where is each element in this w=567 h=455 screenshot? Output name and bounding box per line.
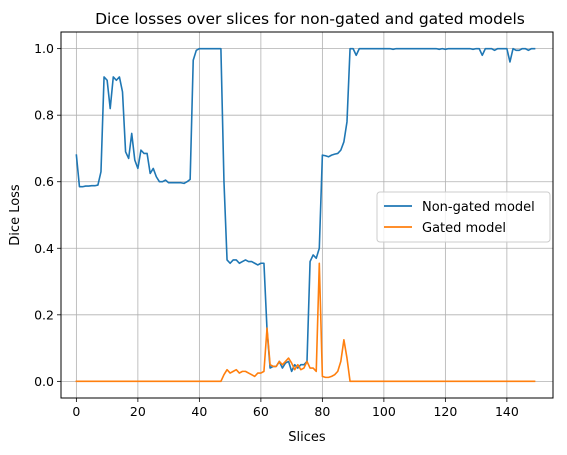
x-tick-label: 20 bbox=[130, 404, 146, 419]
x-tick-label: 120 bbox=[433, 404, 457, 419]
y-axis-label: Dice Loss bbox=[8, 184, 23, 246]
legend: Non-gated model Gated model bbox=[376, 191, 551, 243]
series-lines bbox=[75, 47, 536, 383]
x-tick-label: 0 bbox=[72, 404, 80, 419]
x-tick-label: 60 bbox=[253, 404, 269, 419]
y-tick-label: 0.6 bbox=[34, 174, 54, 189]
x-tick-label: 40 bbox=[191, 404, 207, 419]
y-tick-label: 0.8 bbox=[34, 108, 54, 123]
x-axis-label: Slices bbox=[288, 430, 326, 445]
y-tick-label: 0.4 bbox=[34, 241, 54, 256]
chart-title: Dice losses over slices for non-gated an… bbox=[95, 10, 525, 28]
y-tick-label: 0.0 bbox=[34, 374, 54, 389]
y-tick-label: 1.0 bbox=[34, 41, 54, 56]
x-tick-label: 140 bbox=[495, 404, 519, 419]
axis-ticks: 0 20 40 60 80 100 120 140 0.0 0.2 0.4 0.6 0.8 1.0 bbox=[34, 41, 519, 419]
legend-label-gated: Gated model bbox=[422, 221, 506, 236]
x-tick-label: 100 bbox=[372, 404, 396, 419]
legend-label-non-gated: Non-gated model bbox=[422, 200, 535, 215]
plot-frame bbox=[60, 31, 554, 399]
x-tick-label: 80 bbox=[314, 404, 330, 419]
series-line-gated bbox=[75, 262, 536, 383]
y-tick-label: 0.2 bbox=[34, 307, 54, 322]
legend-box bbox=[376, 191, 551, 243]
